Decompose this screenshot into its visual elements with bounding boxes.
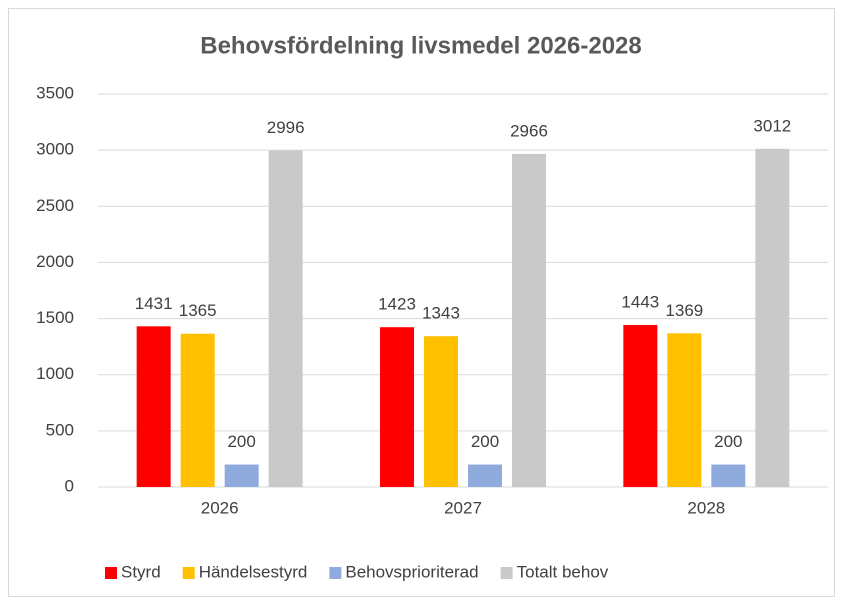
data-label: 200: [714, 432, 742, 451]
data-label: 1431: [135, 294, 173, 313]
bar: [623, 324, 658, 487]
data-label: 200: [227, 432, 255, 451]
bar: [424, 336, 458, 487]
y-tick-label: 2500: [36, 196, 74, 215]
bar: [268, 150, 303, 488]
chart-border: [8, 8, 835, 597]
data-label: 1423: [378, 295, 416, 314]
data-label: 1343: [422, 304, 460, 323]
y-tick-label: 2000: [36, 252, 74, 271]
bar: [755, 148, 790, 488]
y-tick-label: 0: [65, 476, 74, 495]
x-tick-label: 2027: [444, 498, 482, 517]
legend-swatch: [329, 567, 342, 579]
data-label: 2996: [267, 118, 305, 137]
data-label: 1369: [665, 301, 703, 320]
legend-swatch: [500, 567, 513, 579]
legend-label: Behovsprioriterad: [345, 562, 478, 581]
chart-title: Behovsfördelning livsmedel 2026-2028: [200, 32, 642, 59]
bar: [180, 333, 215, 487]
legend-label: Styrd: [121, 562, 161, 581]
y-tick-label: 1000: [36, 364, 74, 383]
legend-swatch: [105, 567, 117, 579]
bar: [468, 464, 502, 487]
legend-swatch: [182, 567, 195, 579]
data-label: 1365: [179, 301, 217, 320]
bar: [136, 326, 171, 487]
y-tick-label: 3500: [36, 83, 74, 102]
bar: [711, 464, 746, 487]
y-tick-label: 500: [46, 420, 74, 439]
bar: [667, 333, 702, 487]
y-tick-label: 1500: [36, 308, 74, 327]
data-label: 3012: [753, 116, 791, 135]
x-tick-label: 2028: [687, 498, 725, 517]
data-label: 200: [471, 432, 499, 451]
y-tick-label: 3000: [36, 140, 74, 159]
legend-label: Totalt behov: [517, 562, 609, 581]
bar: [512, 153, 546, 487]
data-label: 1443: [621, 292, 659, 311]
legend-label: Händelsestyrd: [199, 562, 308, 581]
x-tick-label: 2026: [201, 498, 239, 517]
bar: [224, 464, 259, 487]
bar: [380, 327, 414, 487]
data-label: 2966: [510, 121, 548, 140]
